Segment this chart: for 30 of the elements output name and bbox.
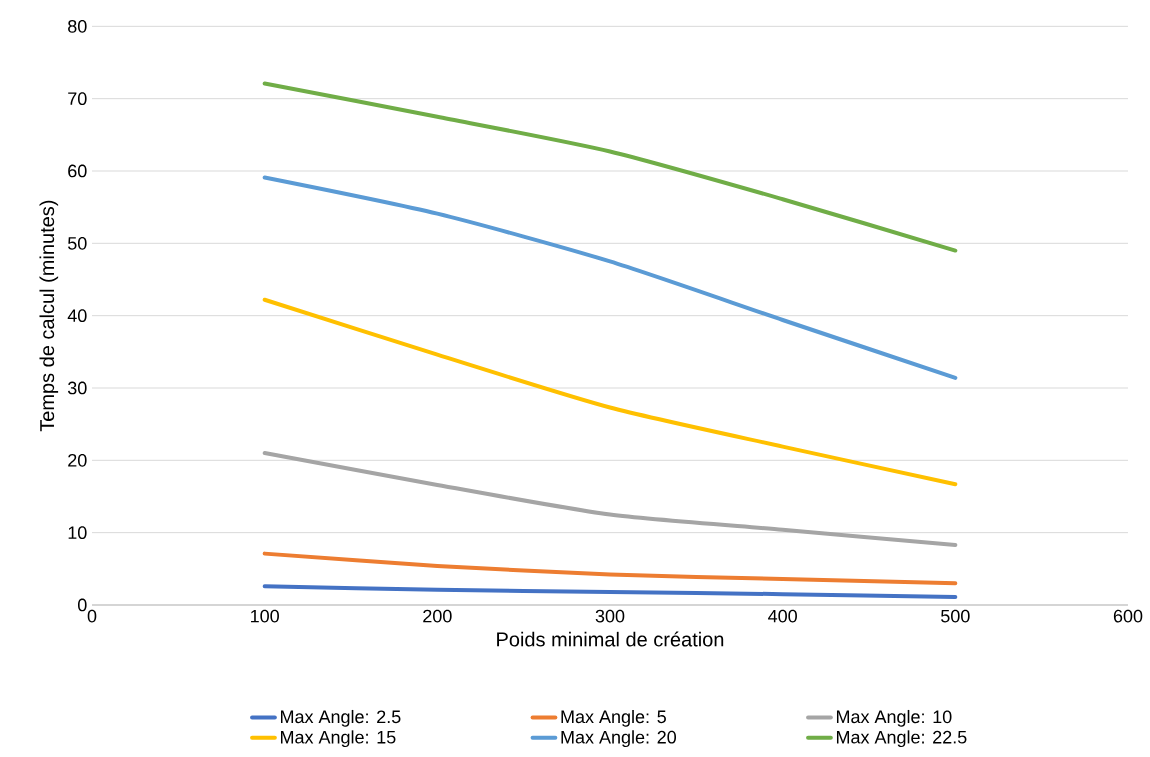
x-tick-label: 500 xyxy=(941,609,970,623)
x-tick-label: 600 xyxy=(1113,609,1143,623)
legend-label: Max Angle: 5 xyxy=(561,709,666,727)
y-tick-label: 50 xyxy=(67,236,87,250)
y-tick-label: 30 xyxy=(67,381,87,395)
x-tick-label: 300 xyxy=(595,609,625,623)
legend-label: Max Angle: 2.5 xyxy=(281,709,401,727)
legend-label: Max Angle: 22.5 xyxy=(836,730,967,748)
y-tick-label: 40 xyxy=(67,309,87,323)
line-series xyxy=(262,551,958,586)
x-tick-label: 200 xyxy=(423,609,452,623)
line-series xyxy=(262,451,958,547)
y-tick-label: 70 xyxy=(68,92,87,106)
x-tick-label: 400 xyxy=(768,609,797,623)
y-tick-label: 0 xyxy=(78,598,87,612)
x-tick-label: 100 xyxy=(251,609,279,623)
x-axis-title: Poids minimal de création xyxy=(497,631,724,647)
x-tick-label: 0 xyxy=(87,609,97,623)
legend-label: Max Angle: 15 xyxy=(281,730,396,748)
y-axis-title: Temps de calcul (minutes) xyxy=(39,200,59,432)
y-tick-label: 80 xyxy=(68,19,87,33)
legend-label: Max Angle: 10 xyxy=(836,709,952,727)
y-tick-label: 60 xyxy=(68,164,87,178)
line-series xyxy=(262,81,958,253)
y-tick-label: 20 xyxy=(68,453,87,467)
y-tick-label: 10 xyxy=(68,526,87,540)
line-series xyxy=(262,175,958,380)
legend-label: Max Angle: 20 xyxy=(561,730,677,748)
line-series xyxy=(262,297,958,487)
line-series xyxy=(262,584,958,600)
